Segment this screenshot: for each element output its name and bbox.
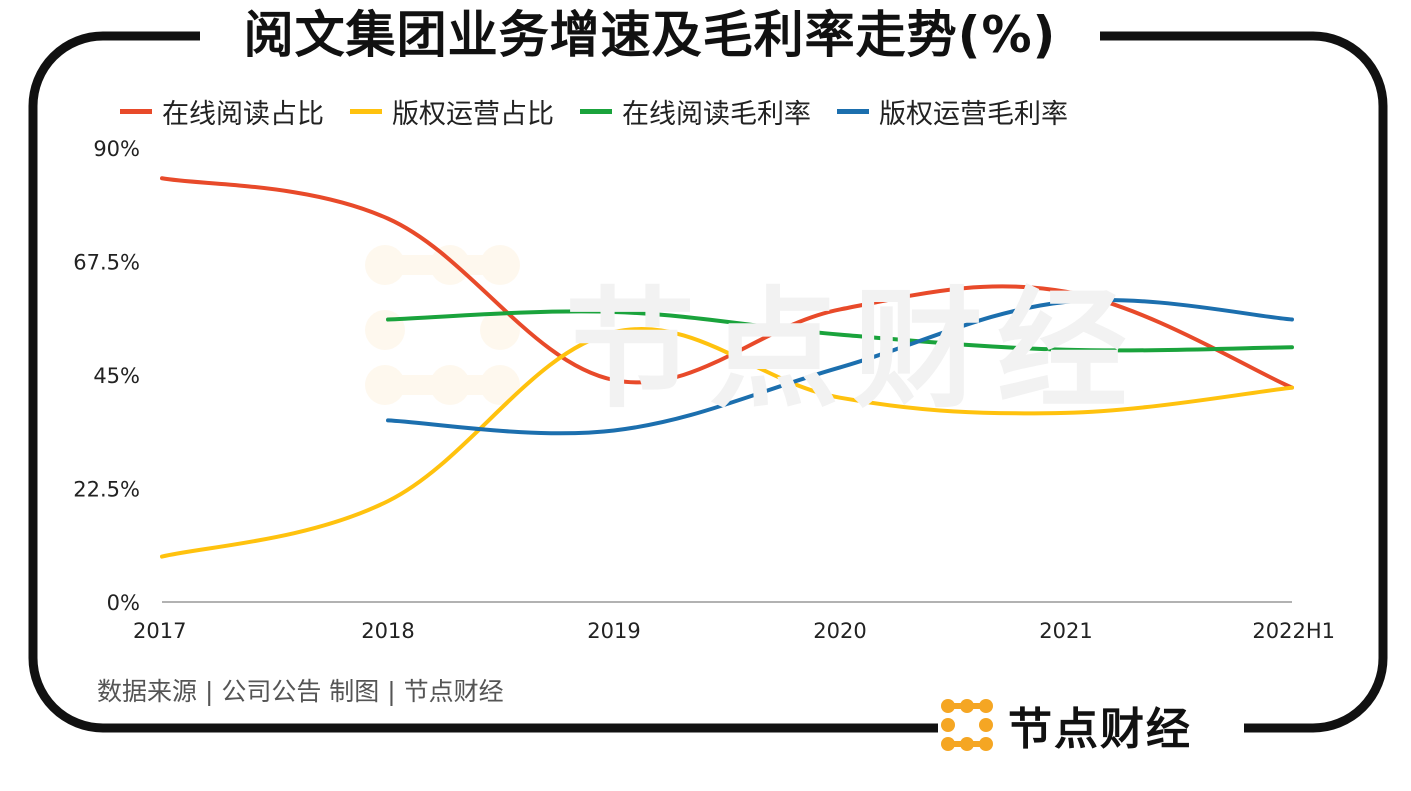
series-line-1 bbox=[160, 326, 1294, 559]
x-tick-label: 2021 bbox=[1039, 619, 1092, 643]
legend-item-online-reading-share: 在线阅读占比 bbox=[120, 92, 324, 131]
legend-label: 版权运营占比 bbox=[392, 99, 554, 130]
series-line-3 bbox=[386, 298, 1294, 436]
legend-item-online-reading-margin: 在线阅读毛利率 bbox=[580, 92, 811, 131]
x-tick-label: 2019 bbox=[587, 619, 640, 643]
legend-item-copyright-share: 版权运营占比 bbox=[350, 92, 554, 131]
x-tick-label: 2018 bbox=[361, 619, 414, 643]
x-tick-label: 2020 bbox=[813, 619, 866, 643]
brand-name: 节点财经 bbox=[1008, 704, 1192, 755]
brand-logo-icon bbox=[941, 699, 993, 751]
brand-block: 节点财经 bbox=[938, 690, 1244, 760]
legend: 在线阅读占比 版权运营占比 在线阅读毛利率 版权运营毛利率 bbox=[120, 92, 1094, 131]
legend-swatch bbox=[837, 109, 869, 114]
legend-item-copyright-margin: 版权运营毛利率 bbox=[837, 92, 1068, 131]
legend-label: 在线阅读毛利率 bbox=[622, 99, 811, 130]
legend-label: 在线阅读占比 bbox=[162, 99, 324, 130]
legend-swatch bbox=[350, 109, 382, 114]
y-tick-label: 0% bbox=[107, 591, 140, 615]
x-tick-label: 2022H1 bbox=[1252, 619, 1335, 643]
series-line-0 bbox=[160, 176, 1294, 390]
chart-title-box: 阅文集团业务增速及毛利率走势(%) bbox=[200, 0, 1100, 70]
source-note: 数据来源 | 公司公告 制图 | 节点财经 bbox=[97, 677, 504, 706]
x-tick-label: 2017 bbox=[133, 619, 186, 643]
series-line-2 bbox=[386, 309, 1294, 353]
watermark-logo-icon bbox=[365, 245, 520, 405]
watermark-text: 节点财经 bbox=[565, 274, 1142, 426]
chart-title: 阅文集团业务增速及毛利率走势(%) bbox=[243, 6, 1057, 64]
y-tick-label: 90% bbox=[93, 137, 140, 161]
legend-label: 版权运营毛利率 bbox=[879, 99, 1068, 130]
legend-swatch bbox=[120, 109, 152, 114]
legend-swatch bbox=[580, 109, 612, 114]
y-tick-label: 22.5% bbox=[73, 478, 140, 502]
y-tick-label: 45% bbox=[93, 364, 140, 388]
y-tick-label: 67.5% bbox=[73, 251, 140, 275]
